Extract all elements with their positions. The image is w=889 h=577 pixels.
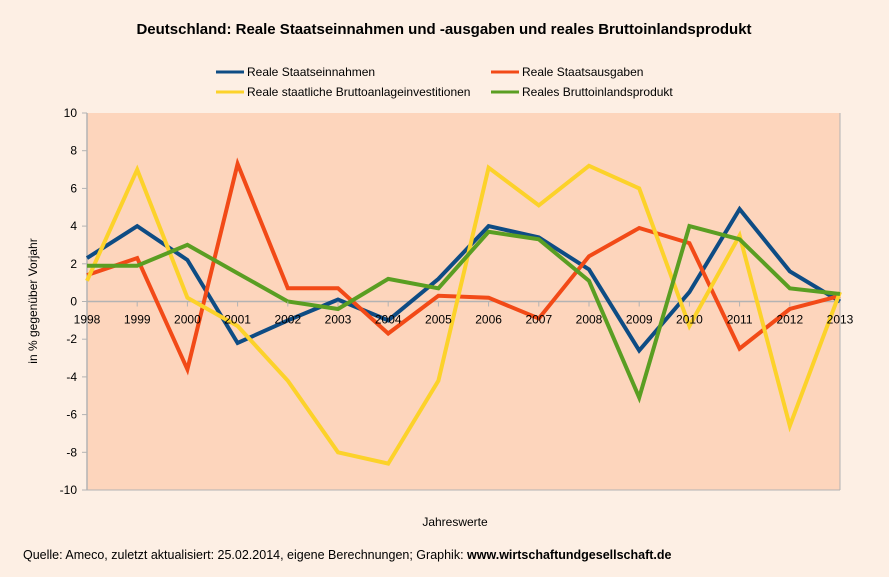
legend-label: Reale Staatseinnahmen [247, 65, 375, 79]
x-tick-label: 2012 [776, 313, 803, 327]
legend-label: Reale staatliche Bruttoanlageinvestition… [247, 85, 470, 99]
y-tick-label: -4 [66, 370, 77, 384]
y-axis-label: in % gegenüber Vorjahr [26, 238, 40, 363]
source-text: Quelle: Ameco, zuletzt aktualisiert: 25.… [23, 548, 468, 562]
y-tick-label: 0 [70, 295, 77, 309]
series-line-3 [87, 223, 841, 404]
y-tick-label: 6 [70, 181, 77, 195]
website-link[interactable]: www.wirtschaftundgesellschaft.de [467, 548, 672, 562]
x-tick-label: 2000 [174, 313, 201, 327]
x-tick-labels: 1998 1999 2000 2001 2002 2003 2004 2005 2006 2007… [74, 301, 854, 327]
series-layer [85, 157, 842, 466]
x-tick-label: 2001 [224, 313, 251, 327]
x-tick-label: 1998 [74, 313, 101, 327]
chart-title: Deutschland: Reale Staatseinnahmen und -… [136, 21, 751, 38]
y-tick-label: 2 [70, 257, 77, 271]
x-tick-label: 2002 [274, 313, 301, 327]
x-tick-label: 2004 [375, 313, 402, 327]
x-tick-label: 2011 [727, 313, 753, 327]
legend-label: Reale Staatsausgaben [522, 65, 643, 79]
x-tick-label: 2008 [576, 313, 603, 327]
x-tick-label: 2005 [425, 313, 452, 327]
series-line-0 [85, 205, 842, 354]
source-footer: Quelle: Ameco, zuletzt aktualisiert: 25.… [23, 548, 671, 562]
x-tick-label: 2006 [475, 313, 502, 327]
legend-label: Reales Bruttoinlandsprodukt [522, 85, 673, 99]
x-tick-label: 2013 [827, 313, 854, 327]
y-tick-label: -10 [60, 483, 78, 497]
x-tick-label: 2007 [525, 313, 552, 327]
x-tick-label: 2009 [626, 313, 653, 327]
y-tick-label: 8 [70, 144, 77, 158]
legend: Reale Staatseinnahmen Reale Staatsausgabe… [216, 65, 673, 99]
x-tick-label: 2010 [676, 313, 703, 327]
x-axis-label: Jahreswerte [422, 515, 488, 529]
x-tick-label: 2003 [325, 313, 352, 327]
y-tick-label: -6 [66, 408, 77, 422]
y-tick-label: -8 [66, 445, 77, 459]
y-tick-label: 4 [70, 219, 77, 233]
series-line-2 [85, 163, 842, 466]
series-line-1 [86, 157, 841, 376]
y-tick-label: -2 [66, 332, 77, 346]
y-tick-label: 10 [64, 106, 78, 120]
x-tick-label: 1999 [124, 313, 151, 327]
